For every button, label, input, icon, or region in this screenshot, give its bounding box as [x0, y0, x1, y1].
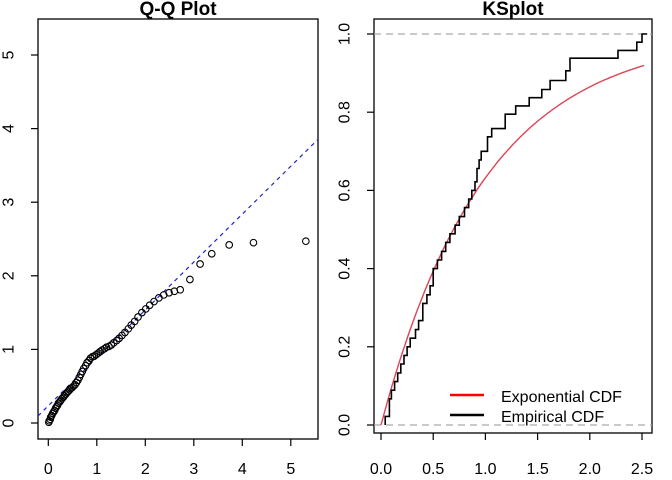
- legend-label-exponential-cdf: Exponential CDF: [501, 389, 622, 406]
- qq-point: [112, 336, 121, 345]
- x-tick-label: 0.5: [422, 461, 444, 478]
- qq-point: [225, 241, 234, 249]
- qq-point: [301, 237, 310, 246]
- y-tick-label: 0.4: [337, 257, 354, 279]
- qq-plot-title: Q-Q Plot: [139, 0, 217, 20]
- qq-point: [107, 341, 116, 349]
- qq-point: [186, 275, 194, 284]
- qq-point: [176, 285, 185, 294]
- y-tick-label: 3: [1, 198, 18, 207]
- legend-label-empirical-cdf: Empirical CDF: [501, 409, 605, 426]
- plot-box: [373, 18, 653, 434]
- x-tick-label: 0.0: [370, 461, 392, 478]
- qq-point: [165, 288, 173, 297]
- y-tick-label: 0.6: [337, 179, 354, 201]
- x-tick-label: 1.0: [474, 461, 496, 478]
- qq-point: [196, 260, 204, 268]
- qq-point: [100, 344, 109, 353]
- y-tick-label: 1.0: [337, 23, 354, 45]
- ks-plot-title: KSplot: [482, 0, 544, 20]
- qq-point: [145, 301, 154, 310]
- y-tick-label: 0.2: [337, 336, 354, 358]
- x-tick-label: 0: [44, 461, 53, 478]
- y-tick-label: 0: [1, 418, 18, 427]
- x-tick-label: 2.0: [579, 461, 601, 478]
- empirical-cdf-line: [384, 33, 648, 425]
- x-tick-label: 1: [92, 461, 101, 478]
- qq-point: [155, 294, 163, 302]
- y-tick-label: 4: [1, 124, 18, 133]
- x-tick-label: 5: [286, 461, 295, 478]
- qq-point: [86, 354, 95, 363]
- x-tick-label: 4: [238, 461, 247, 478]
- qq-point: [134, 313, 142, 321]
- plot-box: [37, 18, 319, 440]
- x-tick-label: 2.5: [631, 461, 653, 478]
- y-tick-label: 5: [1, 50, 18, 59]
- y-tick-label: 0.0: [337, 414, 354, 436]
- y-tick-label: 2: [1, 271, 18, 280]
- qq-point: [150, 297, 158, 306]
- x-tick-label: 2: [141, 461, 150, 478]
- x-tick-label: 3: [189, 461, 198, 478]
- exponential-cdf-curve: [380, 64, 645, 426]
- y-tick-label: 0.8: [337, 101, 354, 123]
- x-tick-label: 1.5: [526, 461, 548, 478]
- qq-point: [249, 238, 258, 247]
- qq-point: [52, 402, 61, 411]
- qq-point: [207, 249, 216, 258]
- qq-point: [141, 305, 150, 313]
- y-tick-label: 1: [1, 345, 18, 354]
